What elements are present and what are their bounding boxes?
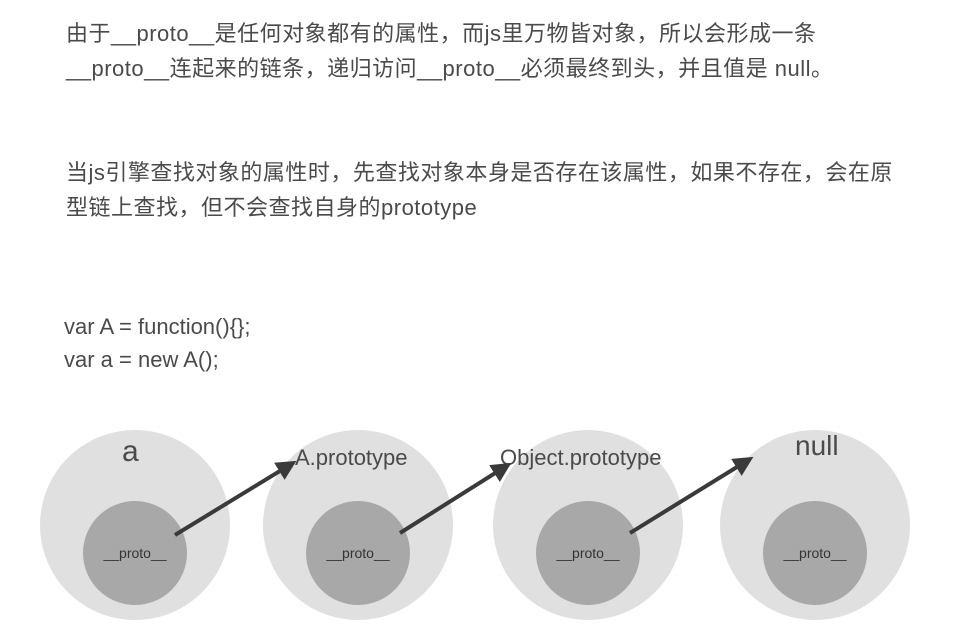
code-line-1: var A = function(){}; — [64, 310, 251, 343]
node-inner-objproto: __proto__ — [536, 501, 640, 605]
code-block: var A = function(){}; var a = new A(); — [64, 310, 251, 376]
node-label-null: null — [795, 430, 839, 462]
paragraph-2: 当js引擎查找对象的属性时，先查找对象本身是否存在该属性，如果不存在，会在原型链… — [66, 155, 906, 225]
paragraph-1: 由于__proto__是任何对象都有的属性，而js里万物皆对象，所以会形成一条_… — [66, 16, 906, 86]
node-inner-aproto: __proto__ — [306, 501, 410, 605]
node-inner-a: __proto__ — [83, 501, 187, 605]
code-line-2: var a = new A(); — [64, 343, 251, 376]
node-label-aproto: A.prototype — [295, 445, 408, 471]
node-label-a: a — [122, 435, 139, 469]
node-label-objproto: Object.prototype — [500, 445, 661, 471]
node-inner-null: __proto__ — [763, 501, 867, 605]
prototype-chain-diagram: __proto__ a __proto__ A.prototype __proto__ O… — [30, 415, 950, 615]
